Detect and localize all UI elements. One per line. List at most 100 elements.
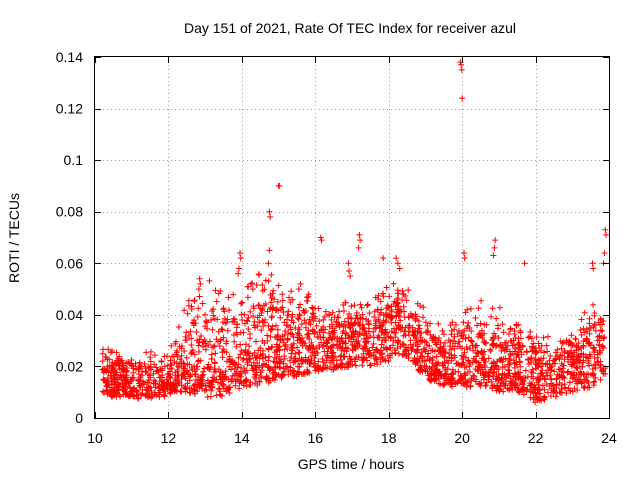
data-point [420,314,427,321]
data-point [172,340,179,347]
data-point [464,346,471,353]
data-point [535,375,542,382]
data-point [454,343,461,350]
data-point [198,380,205,387]
data-point [449,375,456,382]
data-point [590,324,597,331]
data-point [328,355,335,362]
data-point [535,391,542,398]
data-point [586,384,593,391]
data-point [369,344,376,351]
data-point [589,366,596,373]
data-point [537,370,544,377]
data-point [258,327,265,334]
data-point [496,374,503,381]
data-point [252,363,259,370]
data-point [305,368,312,375]
data-point [235,361,242,368]
data-point [312,352,319,359]
data-point [401,348,408,355]
data-point [429,360,436,367]
data-point [122,369,129,376]
data-point [390,337,397,344]
data-point [139,378,146,385]
data-point [104,378,111,385]
data-point [497,385,504,392]
data-point [295,349,302,356]
data-point [334,345,341,352]
data-point [307,321,314,328]
x-tick-label: 18 [381,430,397,446]
data-point [324,352,331,359]
data-point [415,318,422,325]
data-point [139,368,146,375]
data-point [298,360,305,367]
data-point [387,345,394,352]
data-point [104,381,111,388]
data-point [208,351,215,358]
data-point [291,372,298,379]
data-point [391,329,398,336]
data-point [475,305,482,312]
x-tick-label: 16 [307,430,323,446]
data-point [518,387,525,394]
data-point [273,372,280,379]
y-axis-label: ROTI / TECUs [6,193,22,283]
data-point [583,371,590,378]
data-point [211,342,218,349]
data-point [249,280,256,287]
data-point [586,351,593,358]
data-point [161,392,168,399]
data-point [383,284,390,291]
data-point [282,341,289,348]
data-point [286,294,293,301]
data-point [218,373,225,380]
data-point [282,364,289,371]
data-point [331,327,338,334]
data-point [526,333,533,340]
data-point [346,311,352,318]
data-point [166,365,173,372]
data-point [466,345,473,352]
data-point [145,363,152,370]
data-point [462,309,469,316]
data-point [507,325,514,332]
data-point [192,377,199,384]
data-point [461,349,468,356]
data-point [237,341,244,348]
data-point [575,376,582,383]
data-point [459,360,466,367]
data-point [393,255,400,262]
data-point [480,374,487,381]
data-point [483,339,490,346]
data-point [188,335,195,342]
data-point [100,369,107,376]
data-point [108,389,115,396]
data-point [510,337,517,344]
data-point [522,367,529,374]
data-point [233,343,240,350]
data-point [244,349,251,356]
data-point [498,347,505,354]
data-point [410,332,417,339]
data-point [240,355,247,362]
data-point [246,343,253,350]
data-point [181,348,188,355]
data-point [492,376,499,383]
data-point [547,352,554,359]
data-point [238,347,245,354]
data-point [440,382,447,389]
data-point [507,326,514,333]
data-point [590,344,597,351]
axis-ticks [95,57,610,419]
data-point [273,322,280,329]
data-point [528,359,535,366]
data-point [248,280,255,287]
data-point [535,376,542,383]
data-point [444,366,451,373]
data-point [230,291,237,298]
data-point [490,373,497,380]
data-point [594,333,601,340]
data-point [237,249,244,256]
data-point [414,356,421,363]
